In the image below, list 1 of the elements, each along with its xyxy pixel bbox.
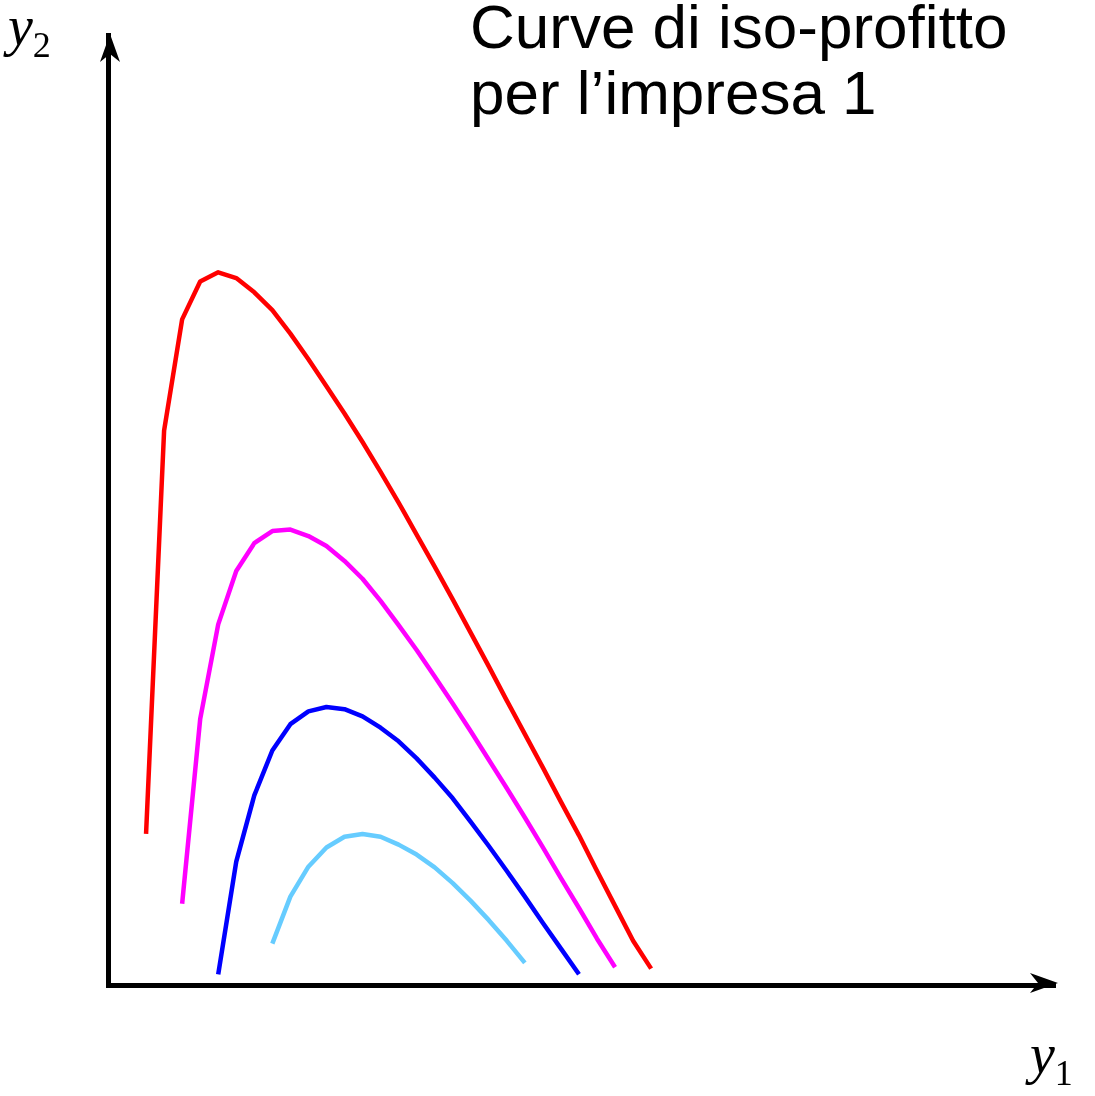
chart-title: Curve di iso-profitto per l’impresa 1 [470,0,1009,127]
